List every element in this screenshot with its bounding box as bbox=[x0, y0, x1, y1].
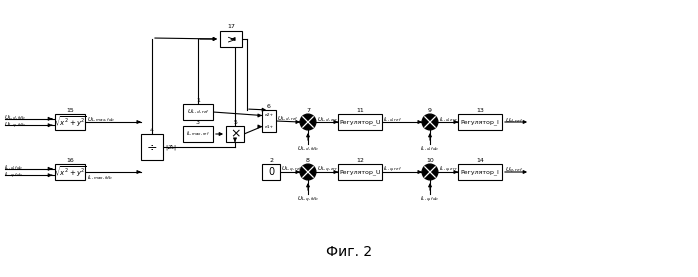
Bar bbox=[55, 164, 85, 180]
Text: $I_{L,max,ref}$: $I_{L,max,ref}$ bbox=[186, 130, 210, 138]
Text: $U_{q,ref}$: $U_{q,ref}$ bbox=[505, 166, 524, 176]
Text: 0: 0 bbox=[268, 167, 274, 177]
Circle shape bbox=[422, 164, 438, 180]
Text: 4: 4 bbox=[150, 127, 154, 132]
Text: 9: 9 bbox=[428, 107, 432, 112]
Bar bbox=[458, 164, 502, 180]
Text: 10: 10 bbox=[426, 158, 434, 163]
Text: 8: 8 bbox=[306, 158, 310, 163]
Text: $I_{L,q,err}$: $I_{L,q,err}$ bbox=[439, 165, 458, 175]
Text: 12: 12 bbox=[356, 158, 364, 163]
Text: e1+: e1+ bbox=[265, 124, 274, 129]
Text: $U_{L,d,fdb}$: $U_{L,d,fdb}$ bbox=[297, 145, 319, 153]
Text: $U_{L,q,err}$: $U_{L,q,err}$ bbox=[317, 165, 339, 175]
Bar bbox=[183, 126, 213, 142]
Text: 2: 2 bbox=[269, 158, 273, 163]
Text: $I_{L,d,ref}$: $I_{L,d,ref}$ bbox=[383, 116, 402, 124]
Text: Регулятор_I: Регулятор_I bbox=[461, 119, 500, 125]
Text: Регулятор_I: Регулятор_I bbox=[461, 169, 500, 175]
Text: 6: 6 bbox=[267, 104, 271, 109]
Text: $I_{L,d,fdb}$: $I_{L,d,fdb}$ bbox=[420, 145, 440, 153]
Text: $U_{L,q,fdb}$: $U_{L,q,fdb}$ bbox=[297, 195, 319, 205]
Text: $I_{L,max,fdb}$: $I_{L,max,fdb}$ bbox=[87, 174, 112, 182]
Text: e2+: e2+ bbox=[265, 114, 274, 117]
Text: $\div$: $\div$ bbox=[147, 140, 158, 153]
Text: $U_{d,ref}$: $U_{d,ref}$ bbox=[505, 117, 524, 125]
Bar bbox=[220, 31, 242, 47]
Text: $I_{L,q,ref}$: $I_{L,q,ref}$ bbox=[383, 165, 402, 175]
Text: $U_{L,q,ref}$: $U_{L,q,ref}$ bbox=[281, 165, 303, 175]
Bar bbox=[183, 104, 213, 120]
Bar bbox=[262, 164, 280, 180]
Text: $I_{L,d,fdb}$: $I_{L,d,fdb}$ bbox=[4, 164, 23, 172]
Text: $U_{L,q,fdb}$: $U_{L,q,fdb}$ bbox=[4, 121, 26, 131]
Text: 11: 11 bbox=[356, 107, 364, 112]
Text: $U_{L,d,fdb}$: $U_{L,d,fdb}$ bbox=[4, 114, 26, 122]
Text: 7: 7 bbox=[306, 107, 310, 112]
Text: Фиг. 2: Фиг. 2 bbox=[326, 245, 372, 259]
Circle shape bbox=[300, 114, 316, 130]
Text: Регулятор_U: Регулятор_U bbox=[339, 169, 380, 175]
Circle shape bbox=[300, 164, 316, 180]
Bar bbox=[338, 114, 382, 130]
Text: 14: 14 bbox=[476, 158, 484, 163]
Text: $I_{L,d,err}$: $I_{L,d,err}$ bbox=[439, 116, 458, 124]
Bar bbox=[141, 134, 163, 160]
Text: >: > bbox=[226, 34, 236, 44]
Text: $U_{L,d,err}$: $U_{L,d,err}$ bbox=[317, 116, 339, 124]
Bar bbox=[262, 110, 276, 132]
Text: $U_{L,d,ref}$: $U_{L,d,ref}$ bbox=[277, 115, 299, 123]
Text: 15: 15 bbox=[66, 107, 74, 112]
Text: 1: 1 bbox=[196, 98, 200, 102]
Bar bbox=[55, 114, 85, 130]
Bar bbox=[458, 114, 502, 130]
Text: 3: 3 bbox=[196, 119, 200, 124]
Text: $U_{L,max,fdb}$: $U_{L,max,fdb}$ bbox=[87, 116, 115, 124]
Text: $I_{L,q,fdb}$: $I_{L,q,fdb}$ bbox=[420, 195, 440, 205]
Text: $\sqrt{x^2+y^2}$: $\sqrt{x^2+y^2}$ bbox=[54, 114, 87, 130]
Text: $U_{L,d,ref}$: $U_{L,d,ref}$ bbox=[186, 108, 209, 116]
Bar bbox=[226, 126, 244, 142]
Text: $I_{L,q,fdb}$: $I_{L,q,fdb}$ bbox=[4, 171, 23, 181]
Text: Регулятор_U: Регулятор_U bbox=[339, 119, 380, 125]
Text: 16: 16 bbox=[66, 158, 74, 163]
Text: 17: 17 bbox=[227, 24, 235, 29]
Text: $\sqrt{x^2+y^2}$: $\sqrt{x^2+y^2}$ bbox=[54, 165, 87, 179]
Text: 13: 13 bbox=[476, 107, 484, 112]
Text: $\times$: $\times$ bbox=[230, 127, 240, 140]
Text: $|Z_L|$: $|Z_L|$ bbox=[165, 142, 177, 152]
Circle shape bbox=[422, 114, 438, 130]
Text: 5: 5 bbox=[233, 119, 237, 124]
Bar bbox=[338, 164, 382, 180]
